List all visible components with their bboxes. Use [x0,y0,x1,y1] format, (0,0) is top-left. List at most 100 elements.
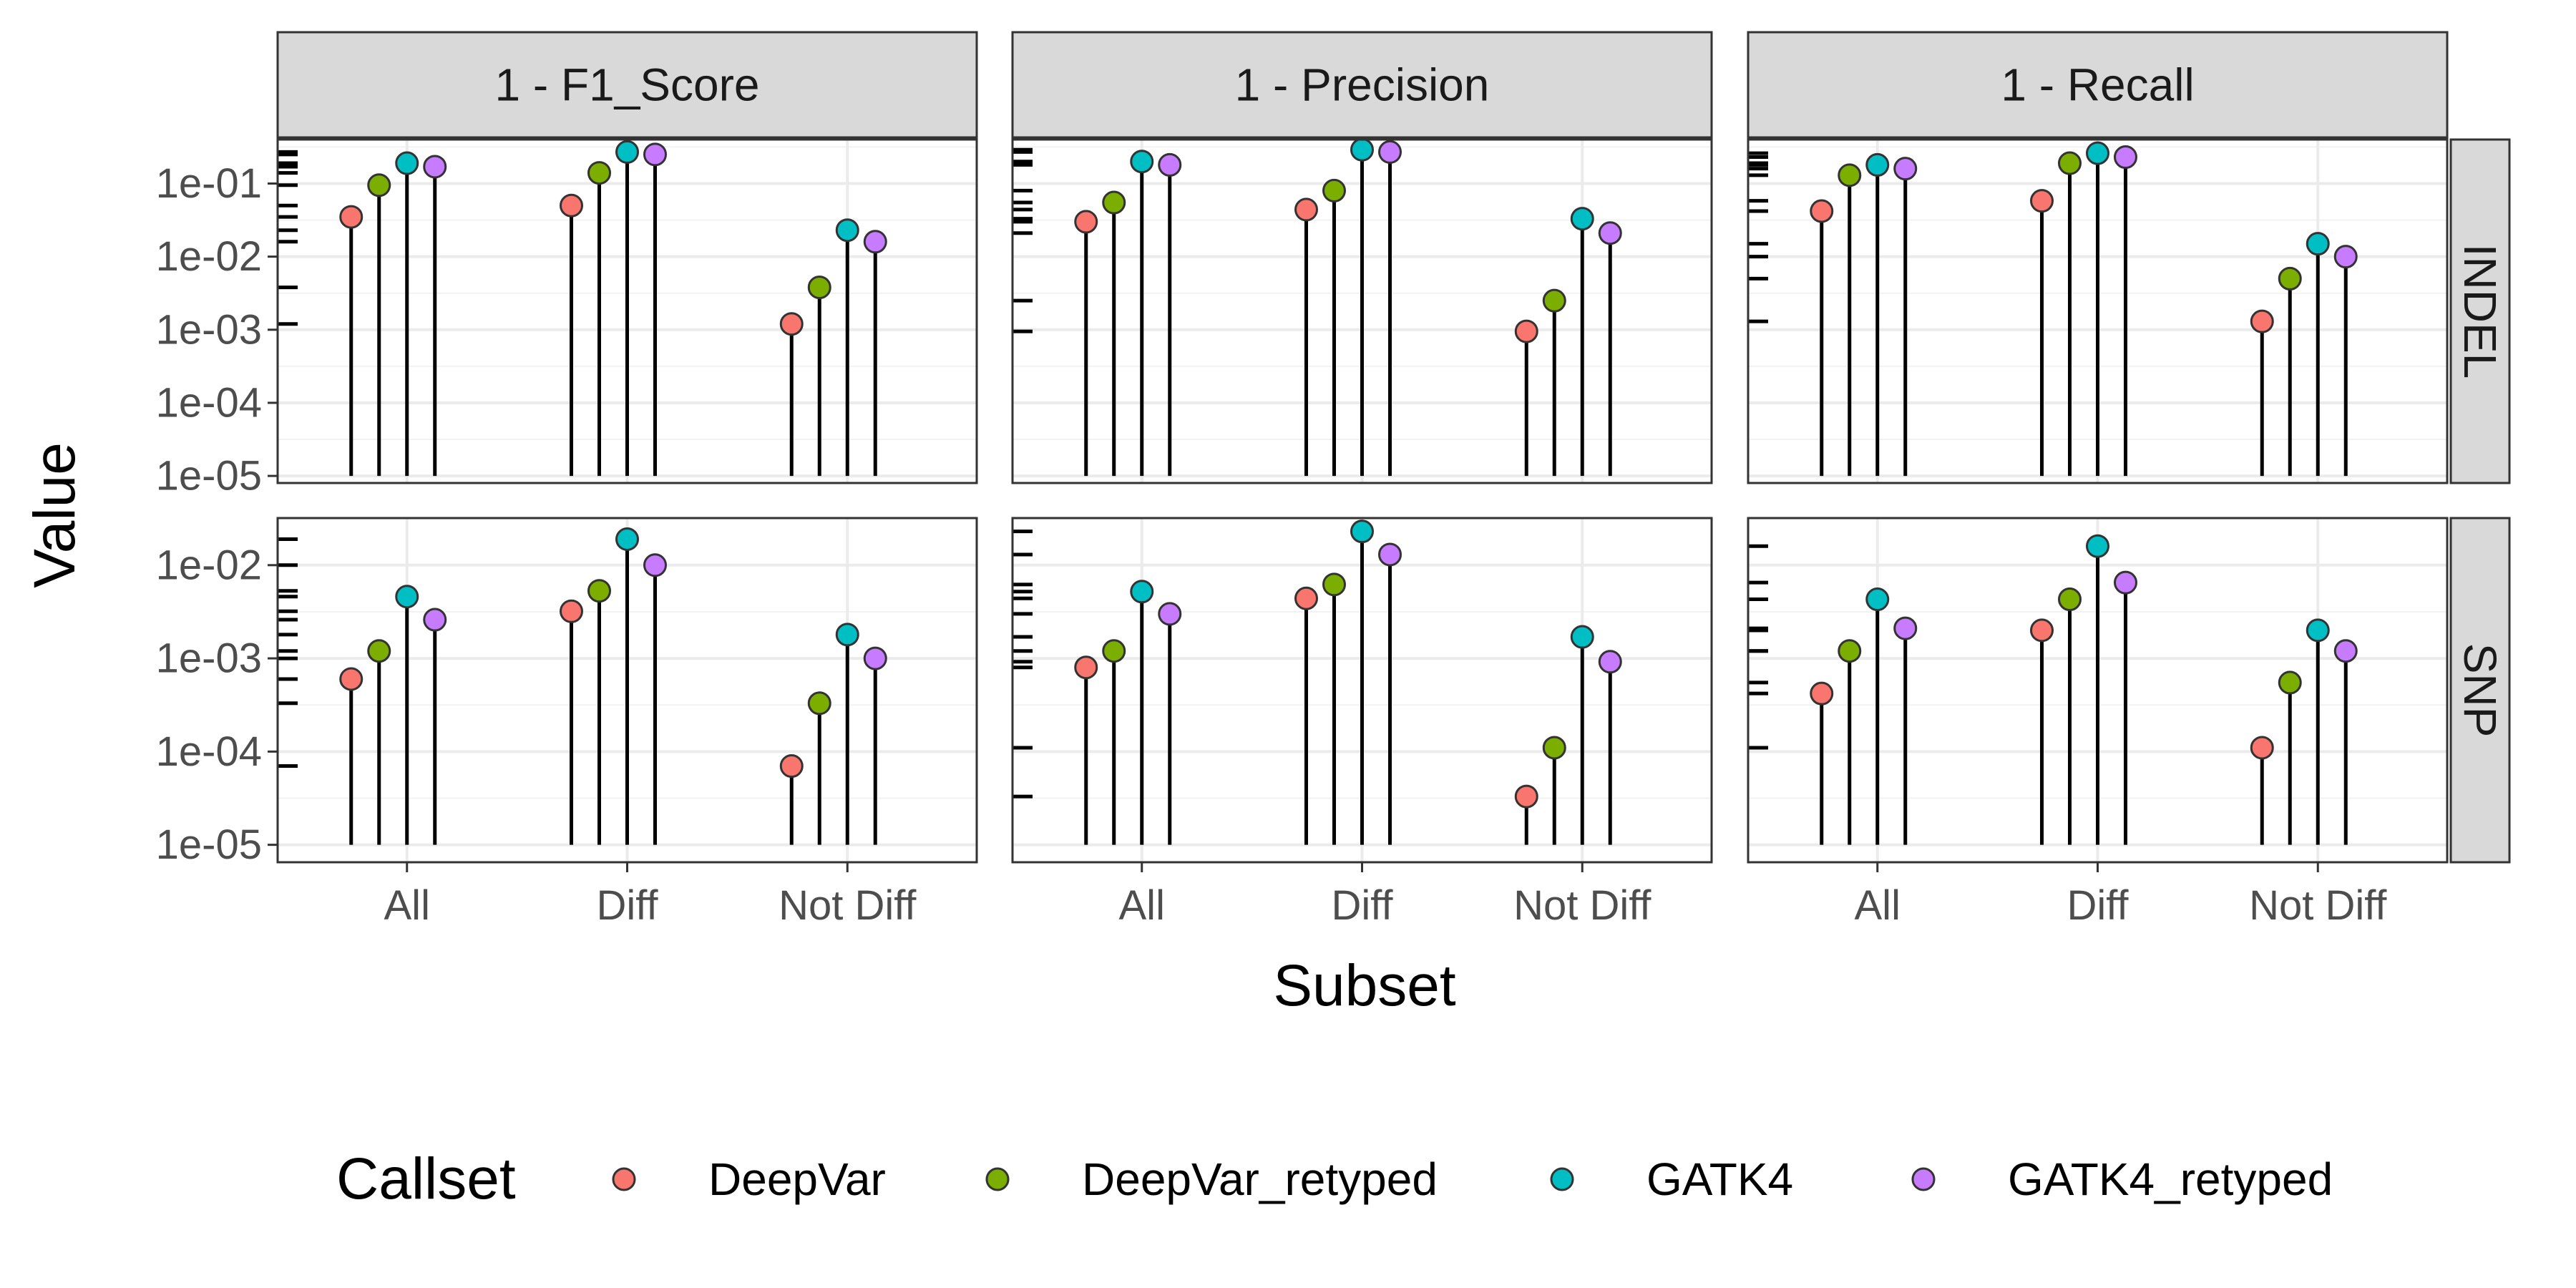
point-deepvar-all [339,205,364,229]
point-deepvar-diff [560,193,583,218]
legend-key [985,1167,1010,1191]
point-deepvar-not-diff [779,312,804,336]
facet-strip-1-recall: 1 - Recall [1747,31,2449,139]
legend-key [1911,1167,1936,1191]
x-tick-label: Diff [1332,882,1394,929]
point-deepvar-retyped-not-diff [807,691,831,716]
point-gatk4-retyped-all [1158,602,1182,626]
facet-strip-bg [2449,138,2511,484]
point-deepvar-retyped-all [1838,639,1862,663]
point-gatk4-retyped-diff [1378,542,1402,567]
facet-strip-label: 1 - Recall [2001,59,2194,111]
x-axis-1-precision: All Diff Not Diff [1119,862,1652,929]
facet-strip-bg [1747,31,2449,139]
point-gatk4-all [1865,587,1890,612]
panel-border [1747,138,2449,484]
point-deepvar-retyped-not-diff [2278,670,2302,695]
point-gatk4-all [395,585,419,609]
point-deepvar-diff [1294,586,1318,610]
point-gatk4-diff [2086,141,2109,165]
point-gatk4-all [1865,152,1890,177]
point-gatk4-not-diff [835,218,859,243]
x-tick-label: All [1855,882,1901,929]
point-gatk4-retyped-not-diff [1598,650,1622,674]
legend-label: DeepVar_retyped [1082,1153,1438,1205]
point-deepvar-all [1074,210,1098,234]
panel-1-f1-score-snp [276,517,978,864]
point-deepvar-retyped-all [1102,639,1126,663]
point-gatk4-retyped-not-diff [863,230,887,254]
legend-entry-deepvar: DeepVar [612,1153,886,1205]
y-tick-label: 1e-02 [156,233,262,280]
panel-1-recall-snp [1747,517,2449,864]
facet-strip-1-f1-score: 1 - F1_Score [276,31,978,139]
point-gatk4-retyped-diff [2114,145,2137,170]
x-axis-1-recall: All Diff Not Diff [1855,862,2387,929]
point-gatk4-retyped-not-diff [2333,245,2358,269]
point-deepvar-retyped-diff [1322,572,1346,597]
panel-1-f1-score-indel [276,138,978,484]
point-deepvar-retyped-all [1102,190,1126,215]
point-gatk4-retyped-not-diff [863,646,887,670]
y-axis-indel: 1e-05 1e-04 1e-03 1e-02 1e-01 [156,160,278,499]
legend-key [1550,1167,1574,1191]
panel-1-precision-snp [1011,517,1713,864]
y-tick-label: 1e-05 [156,453,262,499]
x-tick-label: Not Diff [2249,882,2387,929]
point-gatk4-diff [1350,519,1374,544]
point-gatk4-all [1130,580,1154,604]
facet-strip-snp: SNP [2449,517,2511,864]
point-gatk4-retyped-all [1893,157,1918,181]
facet-strip-indel: INDEL [2449,138,2511,484]
legend-entry-deepvar-retyped: DeepVar_retyped [985,1153,1438,1205]
point-gatk4-diff [615,140,639,164]
y-tick-label: 1e-04 [156,379,262,426]
y-tick-label: 1e-02 [156,542,262,588]
point-gatk4-retyped-all [423,608,447,632]
x-tick-label: Not Diff [1513,882,1652,929]
point-deepvar-retyped-not-diff [1542,736,1566,760]
point-deepvar-diff [560,599,583,623]
point-deepvar-all [339,667,364,691]
facet-strip-bg [1011,31,1713,139]
point-deepvar-all [1810,681,1834,706]
point-deepvar-not-diff [1514,319,1538,343]
panel-1-precision-indel [1011,137,1713,484]
x-axis-title: Subset [1273,953,1456,1018]
facet-strip-label: 1 - Precision [1235,59,1490,111]
point-gatk4-not-diff [2306,618,2330,643]
y-tick-label: 1e-04 [156,728,262,775]
point-gatk4-diff [2086,534,2109,558]
panel-1-recall-indel [1747,138,2449,484]
point-deepvar-retyped-diff [587,579,611,603]
legend-title: Callset [336,1146,516,1211]
facet-strip-bg [2449,517,2511,864]
point-gatk4-retyped-diff [1378,140,1402,164]
x-tick-label: All [1119,882,1165,929]
point-gatk4-retyped-diff [643,553,667,577]
y-tick-label: 1e-03 [156,635,262,682]
x-tick-label: All [384,882,430,929]
y-axis-title: Value [22,442,87,588]
point-deepvar-retyped-diff [2058,151,2082,175]
x-tick-label: Diff [2067,882,2129,929]
legend-label: DeepVar [708,1153,886,1205]
panel-border [276,138,978,484]
y-axis-snp: 1e-05 1e-04 1e-03 1e-02 [156,542,278,868]
point-gatk4-not-diff [1570,207,1594,231]
legend-label: GATK4_retyped [2008,1153,2333,1205]
point-gatk4-all [395,151,419,175]
point-deepvar-all [1074,655,1098,680]
point-gatk4-retyped-all [423,155,447,179]
point-deepvar-retyped-not-diff [2278,266,2302,291]
point-gatk4-all [1130,150,1154,174]
facet-strip-bg [276,31,978,139]
point-deepvar-retyped-not-diff [1542,288,1566,313]
point-deepvar-retyped-diff [2058,587,2082,612]
facet-strip-label: INDEL [2454,244,2506,379]
point-deepvar-diff [2030,618,2054,643]
point-gatk4-not-diff [2306,232,2330,256]
point-deepvar-not-diff [2250,309,2274,333]
y-tick-label: 1e-01 [156,160,262,207]
